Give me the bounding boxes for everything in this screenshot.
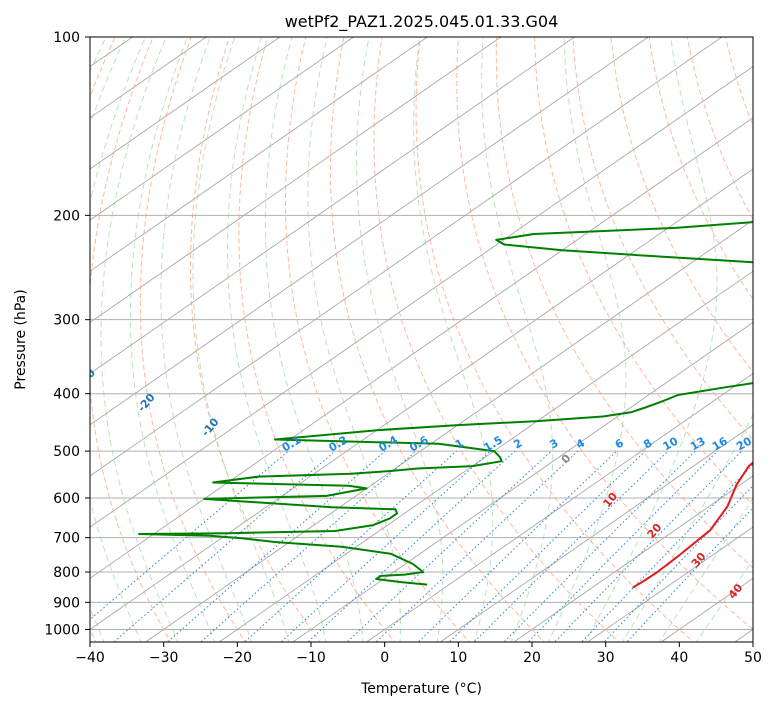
chart-title: wetPf2_PAZ1.2025.045.01.33.G04 bbox=[285, 12, 559, 32]
y-tick-label: 300 bbox=[53, 313, 80, 329]
dewpoint-profile bbox=[138, 221, 753, 586]
moist-adiabat-line bbox=[264, 37, 364, 642]
y-tick-label: 700 bbox=[53, 531, 80, 547]
dry-adiabat-line bbox=[0, 26, 7, 644]
dry-adiabat-line bbox=[610, 37, 753, 373]
x-tick-label: 20 bbox=[523, 650, 541, 666]
isotherm-line bbox=[90, 37, 502, 323]
moist-adiabat-line bbox=[413, 37, 494, 642]
dry-adiabat-line bbox=[190, 37, 321, 642]
mixing-ratio-line bbox=[375, 450, 579, 642]
moist-adiabat-line bbox=[130, 37, 216, 642]
x-tick-label: −10 bbox=[296, 650, 326, 666]
mixing-ratio-line bbox=[626, 507, 753, 642]
dry-adiabat-line bbox=[373, 37, 620, 642]
isotherm-line bbox=[90, 66, 753, 528]
x-tick-label: −40 bbox=[75, 650, 105, 666]
x-axis: −40 −30 −20 −10 0 10 20 30 40 50 bbox=[75, 642, 762, 666]
x-tick-label: −30 bbox=[149, 650, 179, 666]
moist-adiabat-line bbox=[621, 413, 753, 642]
isotherm-line bbox=[586, 526, 753, 642]
mixing-ratio-line bbox=[527, 450, 718, 642]
moist-adiabat-line bbox=[658, 497, 753, 642]
y-tick-label: 600 bbox=[53, 491, 80, 507]
moist-adiabat-line bbox=[307, 37, 401, 642]
isotherm-line bbox=[292, 321, 753, 642]
moist-adiabat-line bbox=[227, 37, 327, 642]
profiles bbox=[138, 221, 753, 589]
x-tick-label: −20 bbox=[223, 650, 253, 666]
dry-adiabat-line bbox=[139, 37, 247, 642]
mixing-ratio-line bbox=[243, 450, 457, 642]
mixing-ratio-line bbox=[200, 450, 417, 642]
isotherm-line bbox=[90, 37, 723, 477]
dry-adiabat-line bbox=[572, 37, 753, 441]
isotherm-line bbox=[144, 219, 753, 642]
dry-adiabat-line bbox=[534, 37, 753, 506]
y-axis-label: Pressure (hPa) bbox=[13, 289, 29, 389]
plot-area bbox=[90, 37, 753, 642]
dry-adiabat-line bbox=[495, 37, 753, 569]
moist-adiabat-line bbox=[90, 37, 146, 642]
mixing-ratio-line bbox=[473, 450, 669, 642]
x-tick-label: 40 bbox=[670, 650, 688, 666]
mixing-ratio-line bbox=[603, 485, 753, 642]
moist-adiabat-line bbox=[160, 37, 253, 642]
plot-frame bbox=[89, 36, 754, 643]
isotherm-line bbox=[90, 37, 281, 170]
isotherm-line bbox=[365, 373, 753, 642]
moist-adiabat-line bbox=[584, 37, 718, 642]
isotherm-line bbox=[513, 475, 753, 642]
moist-adiabat-line bbox=[192, 37, 290, 642]
dry-adiabat-line bbox=[238, 37, 396, 642]
dry-adiabat-line bbox=[330, 37, 545, 642]
x-tick-label: 0 bbox=[380, 650, 389, 666]
y-tick-label: 1000 bbox=[44, 622, 80, 638]
x-tick-label: 10 bbox=[449, 650, 467, 666]
y-tick-label: 900 bbox=[53, 595, 80, 611]
dry-adiabat-line bbox=[761, 26, 775, 644]
y-tick-label: 200 bbox=[53, 208, 80, 224]
mixing-ratio-line bbox=[581, 463, 753, 642]
temperature-profile bbox=[632, 461, 753, 589]
x-tick-label: 50 bbox=[744, 650, 762, 666]
x-axis-label: Temperature (°C) bbox=[360, 681, 482, 697]
mixing-ratio-line bbox=[448, 450, 646, 642]
x-tick-label: 30 bbox=[597, 650, 615, 666]
isotherm-line bbox=[90, 37, 650, 426]
isotherm-line bbox=[439, 424, 753, 642]
y-tick-label: 800 bbox=[53, 565, 80, 581]
mixing-ratio-label: 25 bbox=[759, 434, 775, 453]
moist-adiabat-line bbox=[481, 37, 554, 642]
dry-adiabat-line bbox=[456, 37, 753, 631]
adiabat-label: -30 bbox=[75, 366, 98, 390]
background-lines bbox=[0, 24, 775, 645]
moist-adiabat-line bbox=[695, 559, 753, 642]
mixing-ratio-line bbox=[280, 450, 491, 642]
mixing-ratio-line bbox=[503, 450, 696, 642]
isotherm-line bbox=[90, 37, 355, 221]
y-tick-label: 500 bbox=[53, 444, 80, 460]
moist-adiabat-line bbox=[356, 37, 444, 642]
mixing-ratio-label: 20 bbox=[734, 434, 754, 453]
isotherm-line bbox=[218, 270, 753, 642]
dry-adiabat-line bbox=[686, 37, 753, 221]
isotherm-line bbox=[90, 37, 576, 375]
y-tick-label: 100 bbox=[53, 30, 80, 46]
isotherm-line bbox=[90, 117, 753, 579]
mixing-ratio-line bbox=[417, 450, 618, 642]
y-axis: 100 200 300 400 500 600 700 800 900 1000 bbox=[44, 30, 90, 638]
y-tick-label: 400 bbox=[53, 387, 80, 403]
dry-adiabat-line bbox=[90, 37, 172, 642]
moist-adiabat-line bbox=[100, 37, 179, 642]
isotherm-line bbox=[90, 37, 429, 272]
isotherm-line bbox=[90, 168, 753, 630]
mixing-ratio-line bbox=[113, 450, 336, 642]
mixing-ratio-line bbox=[554, 450, 743, 642]
isotherm-line bbox=[0, 24, 78, 645]
